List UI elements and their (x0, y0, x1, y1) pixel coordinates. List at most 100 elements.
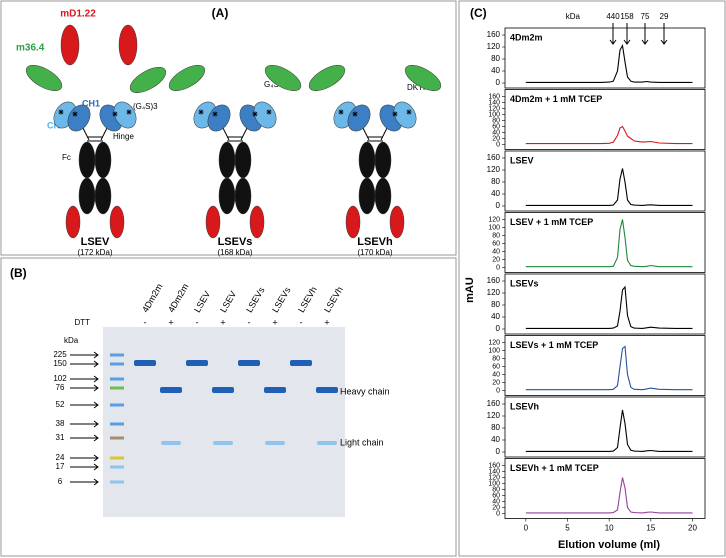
y-tick-label: 140 (488, 468, 500, 475)
line (525, 477, 693, 514)
chart-title: LSEVs (510, 278, 539, 288)
line (525, 168, 693, 206)
y-tick-label: 60 (492, 240, 500, 247)
panel-b: (B) DTT kDa Heavy chain Light chain 4Dm2… (10, 266, 390, 517)
d1-domain (249, 205, 265, 239)
marker-label: 38 (56, 419, 65, 428)
fc-domain (234, 177, 252, 215)
standard-arrow (609, 23, 617, 45)
marker-label: 102 (53, 374, 67, 383)
marker-label: 31 (56, 433, 65, 442)
band (213, 441, 233, 445)
x-axis-label: Elution volume (ml) (558, 539, 660, 551)
band (212, 387, 234, 393)
y-tick-label: 160 (488, 462, 500, 469)
domain-label: CK (47, 120, 60, 130)
band (264, 387, 286, 393)
lane-dtt: + (168, 317, 173, 327)
band (238, 360, 260, 366)
m36-domain (264, 65, 302, 91)
marker-arrow (70, 463, 99, 471)
ladder-band (110, 403, 124, 407)
y-tick-label: 80 (492, 355, 500, 362)
panel-c-frame (458, 0, 726, 557)
line (525, 43, 693, 83)
y-tick-label: 20 (492, 504, 500, 511)
y-tick-label: 120 (487, 165, 501, 174)
m36-domain (404, 65, 442, 91)
panel-a-frame (0, 0, 457, 256)
y-tick-label: 80 (492, 117, 500, 124)
standard-arrow (641, 23, 649, 45)
fc-domain (94, 177, 112, 215)
lane-dtt: + (220, 317, 225, 327)
plot-frame (504, 212, 706, 273)
asterisk (338, 109, 344, 115)
domain-label: CH1 (82, 98, 100, 108)
band (161, 441, 181, 445)
band (290, 360, 312, 366)
asterisk (392, 111, 398, 117)
asterisk (352, 111, 358, 117)
chart-title: 4Dm2m + 1 mM TCEP (510, 94, 602, 104)
molecule-name: LSEVh (357, 236, 393, 248)
marker-arrow (70, 375, 99, 383)
standard-arrow (660, 23, 668, 45)
lane-dtt: + (272, 317, 277, 327)
domain-label: mD1.22 (60, 9, 96, 20)
band (316, 387, 338, 393)
asterisk (72, 111, 78, 117)
line (525, 409, 693, 452)
line (525, 219, 693, 268)
y-tick-label: 40 (492, 498, 500, 505)
asterisk (198, 109, 204, 115)
band-label: Light chain (340, 437, 384, 447)
kda-label: kDa (566, 12, 581, 21)
marker-arrow (70, 401, 99, 409)
asterisk (126, 109, 132, 115)
ladder-band (110, 465, 124, 469)
y-tick-label: 60 (492, 492, 500, 499)
y-tick-label: 160 (487, 276, 501, 285)
y-tick-label: 100 (488, 347, 500, 354)
line (525, 345, 693, 391)
x-tick-label: 0 (524, 524, 529, 533)
plot-frame (504, 89, 706, 150)
plot-frame (504, 273, 706, 335)
fc-domain (234, 141, 252, 179)
linker-label: (G₄S)3 (133, 102, 158, 111)
ladder-band (110, 386, 124, 390)
fc-domain (78, 177, 96, 215)
y-tick-label: 80 (492, 232, 500, 239)
lane-dtt: - (196, 317, 199, 327)
ladder-band (110, 377, 124, 381)
ladder-band (110, 362, 124, 366)
marker-arrow (70, 420, 99, 428)
marker-label: 150 (53, 359, 67, 368)
hinge (222, 127, 248, 142)
linker-label: G₄S (264, 80, 279, 89)
y-tick-label: 100 (488, 480, 500, 487)
panel-a: (A) mD1.22 m36.4 CH1 CK (G₄S)3 Hinge Fc … (16, 6, 442, 257)
y-tick-label: 80 (491, 300, 500, 309)
d1-domain (118, 24, 138, 66)
plot-frame (504, 27, 706, 89)
d1-domain (65, 205, 81, 239)
fc-label: Fc (62, 153, 71, 162)
asterisk (212, 111, 218, 117)
y-tick-label: 120 (488, 474, 500, 481)
y-tick-label: 20 (492, 379, 500, 386)
hinge-label: Hinge (113, 132, 134, 141)
panel-label: (A) (212, 6, 229, 20)
ladder-band (110, 353, 124, 357)
d1-domain (345, 205, 361, 239)
standard-label: 75 (641, 12, 650, 21)
y-tick-label: 120 (487, 411, 501, 420)
x-tick-label: 10 (605, 524, 614, 533)
molecule-size: (170 kDa) (357, 248, 392, 257)
asterisk (406, 109, 412, 115)
hinge (82, 127, 108, 142)
band (134, 360, 156, 366)
y-tick-label: 120 (488, 216, 500, 223)
